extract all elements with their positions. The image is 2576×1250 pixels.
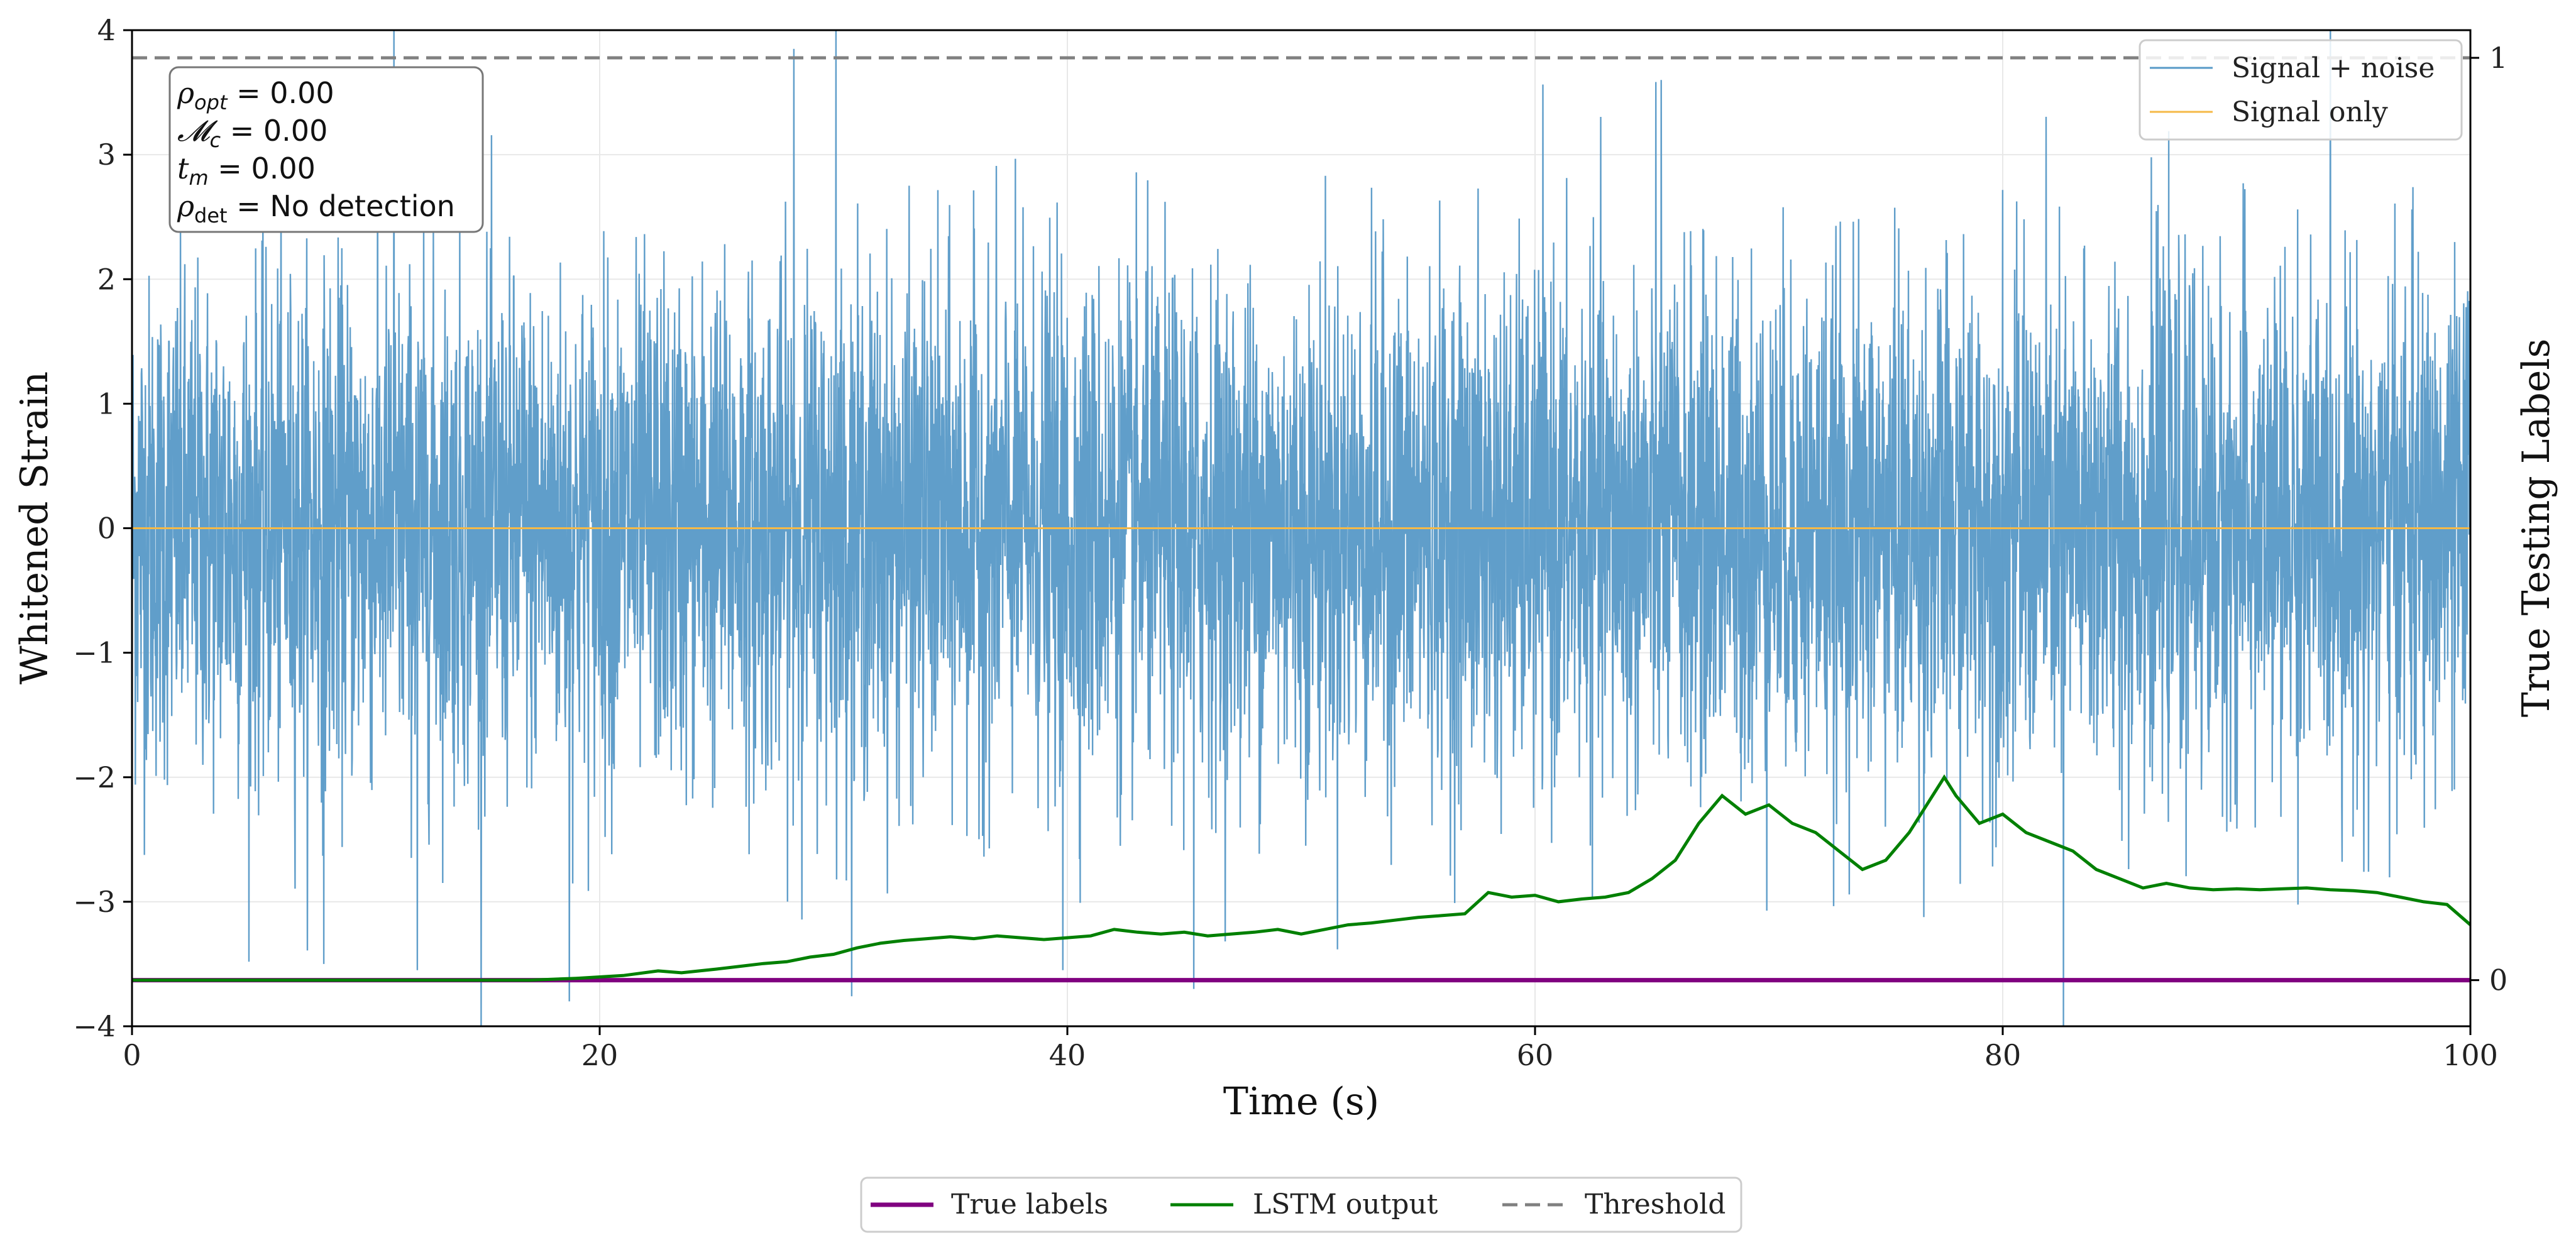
legend-true-labels-label: True labels [951, 1188, 1108, 1220]
x-axis-ticks: 0 20 40 60 80 100 [123, 1026, 2498, 1072]
y2-tick-label: 1 [2489, 41, 2507, 75]
y2-axis-ticks: 01 [2470, 41, 2507, 997]
merger-time-annotation: tm = 0.00 [177, 151, 316, 190]
legend-signal-only-label: Signal only [2232, 96, 2388, 128]
y2-axis-label: True Testing Labels [2514, 339, 2558, 718]
signal-noise-line [132, 30, 2470, 1026]
y-tick-label: −4 [73, 1009, 116, 1043]
rho-opt-annotation: ρopt = 0.00 [177, 76, 334, 114]
parameter-annotation-box: ρopt = 0.00 𝓜c = 0.00 tm = 0.00 ρdet = N… [168, 66, 484, 233]
y-axis-ticks: −4 −3 −2 −1 0 1 2 3 4 [73, 13, 132, 1043]
x-tick-label: 100 [2443, 1038, 2498, 1072]
x-axis-label: Time (s) [1223, 1080, 1379, 1124]
y-tick-label: 2 [97, 262, 116, 296]
legend-bottom: True labels LSTM output Threshold [860, 1176, 1742, 1233]
y-tick-label: 1 [97, 387, 116, 420]
y-tick-label: −2 [73, 760, 116, 794]
x-tick-label: 60 [1517, 1038, 1554, 1072]
legend-threshold-label: Threshold [1585, 1188, 1726, 1220]
y-tick-label: 4 [97, 13, 116, 47]
x-tick-label: 80 [1984, 1038, 2022, 1072]
x-tick-label: 40 [1049, 1038, 1086, 1072]
legend-signal-noise-label: Signal + noise [2232, 52, 2435, 84]
y-tick-label: −1 [73, 636, 116, 670]
x-tick-label: 0 [123, 1038, 141, 1072]
y-tick-label: 3 [97, 138, 116, 172]
legend-top-right: Signal + noise Signal only [2138, 39, 2463, 141]
plot-area [132, 30, 2470, 1026]
rho-det-annotation: ρdet = No detection [177, 189, 455, 228]
y-tick-label: 0 [97, 512, 116, 546]
y2-tick-label: 0 [2489, 963, 2507, 997]
chirp-mass-annotation: 𝓜c = 0.00 [177, 114, 328, 152]
x-tick-label: 20 [581, 1038, 619, 1072]
y-tick-label: −3 [73, 885, 116, 919]
y-axis-label: Whitened Strain [13, 371, 57, 684]
legend-lstm-output-label: LSTM output [1253, 1188, 1438, 1220]
lstm-output-line [132, 774, 2470, 982]
